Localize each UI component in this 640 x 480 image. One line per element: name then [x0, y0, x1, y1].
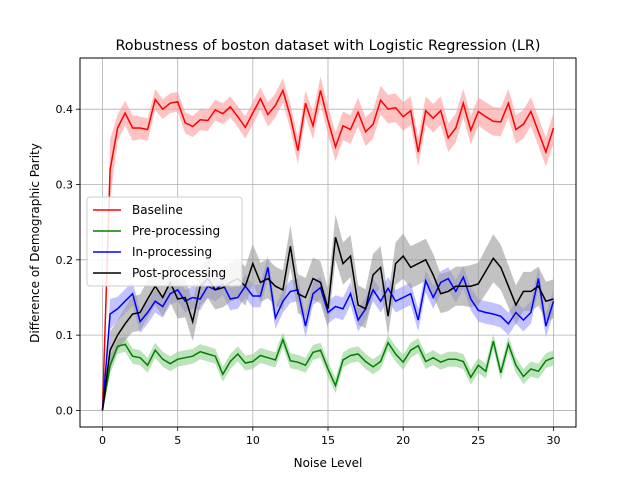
x-tick-label: 30: [546, 434, 560, 447]
x-tick-label: 25: [471, 434, 485, 447]
x-axis-label: Noise Level: [294, 456, 363, 470]
y-tick-label: 0.2: [56, 254, 74, 267]
legend-label-in-processing: In-processing: [132, 245, 212, 259]
pre-processing-line: [101, 337, 554, 411]
x-tick-label: 10: [246, 434, 260, 447]
legend-label-baseline: Baseline: [132, 203, 183, 217]
legend-label-post-processing: Post-processing: [132, 266, 226, 280]
x-tick-label: 20: [396, 434, 410, 447]
y-tick-label: 0.4: [56, 103, 74, 116]
x-tick-label: 0: [99, 434, 106, 447]
pre-processing-band: [102, 332, 554, 411]
y-axis-ticks: 0.0 0.1 0.2 0.3 0.4: [56, 103, 80, 417]
baseline-line: [101, 88, 555, 411]
x-tick-label: 5: [174, 434, 181, 447]
y-tick-label: 0.0: [56, 404, 74, 417]
in-processing-line: [101, 267, 555, 411]
x-axis-ticks: 0 5 10 15 20 25 30: [99, 427, 560, 447]
series-lines: [101, 88, 555, 411]
legend-label-pre-processing: Pre-processing: [132, 224, 220, 238]
y-tick-label: 0.1: [56, 329, 74, 342]
y-tick-label: 0.3: [56, 179, 74, 192]
baseline-band: [102, 76, 554, 411]
post-processing-line: [101, 236, 554, 411]
chart-title: Robustness of boston dataset with Logist…: [115, 38, 540, 54]
y-axis-label: Difference of Demographic Parity: [28, 143, 42, 343]
legend-box: [86, 196, 243, 287]
legend: Baseline Pre-processing In-processing Post-…: [86, 196, 243, 287]
x-tick-label: 15: [321, 434, 335, 447]
